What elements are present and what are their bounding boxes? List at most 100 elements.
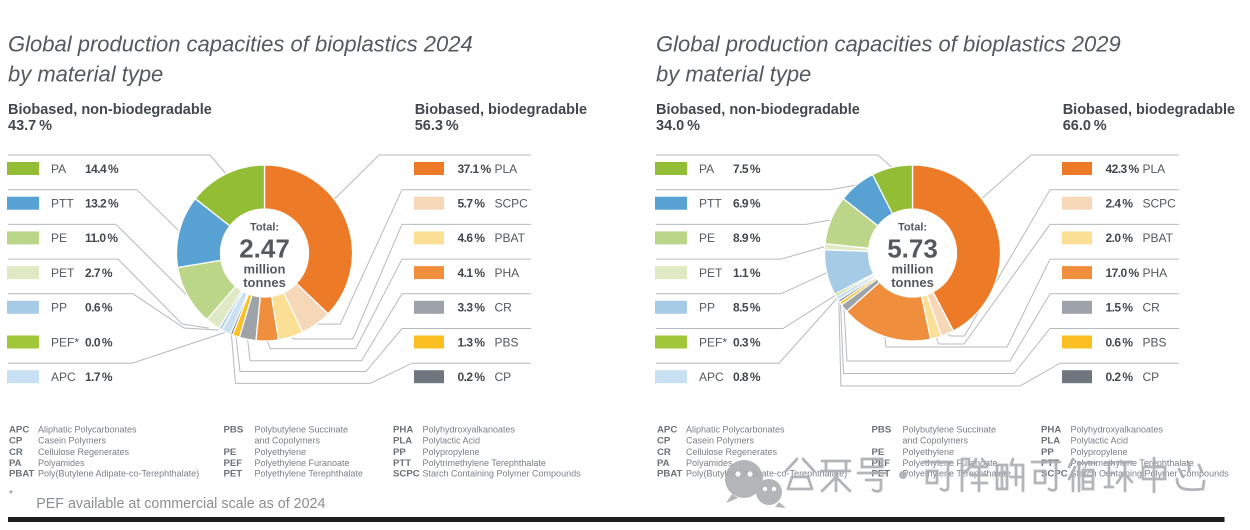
svg-text:2.0 %: 2.0 % [1106,231,1134,245]
svg-text:and Copolymers: and Copolymers [903,436,969,446]
svg-text:million: million [892,261,934,276]
svg-text:8.9 %: 8.9 % [733,231,761,245]
svg-text:1.7 %: 1.7 % [85,370,113,384]
svg-text:0.8 %: 0.8 % [733,370,761,384]
svg-text:CR: CR [495,301,513,315]
svg-text:PEF: PEF [224,458,243,469]
svg-text:Biobased, biodegradable: Biobased, biodegradable [1063,102,1235,118]
svg-text:34.0 %: 34.0 % [656,118,700,134]
svg-text:1.5 %: 1.5 % [1106,301,1134,315]
svg-text:APC: APC [51,370,76,384]
svg-text:PHA: PHA [495,266,520,280]
svg-text:Polypropylene: Polypropylene [1071,447,1128,457]
svg-text:17.0 %: 17.0 % [1106,266,1140,280]
svg-text:14.4 %: 14.4 % [85,162,119,176]
svg-text:PP: PP [699,301,715,315]
svg-text:2.4 %: 2.4 % [1106,197,1134,211]
svg-text:PET: PET [699,266,723,280]
svg-text:PE: PE [224,447,237,458]
svg-text:PHA: PHA [393,425,413,436]
svg-text:5.7 %: 5.7 % [458,197,486,211]
svg-text:by material type: by material type [656,61,811,86]
svg-text:PBAT: PBAT [1143,231,1174,245]
svg-text:PEF available at commercial sc: PEF available at commercial scale as of … [36,496,325,512]
svg-text:PA: PA [51,162,66,176]
svg-text:Polypropylene: Polypropylene [423,447,480,457]
svg-text:Polyethylene Furanoate: Polyethylene Furanoate [255,458,350,468]
svg-text:Polybutylene Succinate: Polybutylene Succinate [903,425,997,435]
svg-text:PLA: PLA [1041,436,1060,447]
svg-text:66.0 %: 66.0 % [1063,118,1107,134]
svg-text:PEF*: PEF* [699,335,727,349]
svg-text:PBS: PBS [1143,335,1167,349]
svg-text:PBS: PBS [224,425,244,436]
svg-text:13.2 %: 13.2 % [85,197,119,211]
svg-text:CP: CP [495,370,512,384]
svg-text:SCPC: SCPC [495,197,529,211]
svg-text:PHA: PHA [1041,425,1061,436]
svg-text:3.3 %: 3.3 % [458,301,486,315]
svg-text:Polyethylene Terephthalate: Polyethylene Terephthalate [255,468,363,478]
svg-text:PA: PA [699,162,714,176]
svg-text:56.3 %: 56.3 % [415,118,459,134]
svg-text:Polyhydroxyalkanoates: Polyhydroxyalkanoates [423,425,516,435]
svg-text:PET: PET [224,468,243,479]
svg-text:Casein Polymers: Casein Polymers [686,436,755,446]
svg-text:PE: PE [699,231,715,245]
svg-text:PLA: PLA [495,162,518,176]
svg-text:4.1 %: 4.1 % [458,266,486,280]
svg-text:CR: CR [657,447,671,458]
svg-text:PE: PE [51,231,67,245]
svg-text:APC: APC [699,370,724,384]
svg-text:PEF*: PEF* [51,335,79,349]
svg-text:PBS: PBS [495,335,519,349]
svg-text:PTT: PTT [699,197,722,211]
svg-text:2.47: 2.47 [239,234,290,264]
svg-text:PET: PET [51,266,75,280]
svg-text:Polytrimethylene Terephthalate: Polytrimethylene Terephthalate [423,458,546,468]
svg-text:1.3 %: 1.3 % [458,335,486,349]
svg-text:CP: CP [1143,370,1160,384]
svg-text:Biobased, non-biodegradable: Biobased, non-biodegradable [8,102,212,118]
svg-text:PBAT: PBAT [9,468,35,479]
svg-text:PBAT: PBAT [495,231,526,245]
svg-text:PBAT: PBAT [657,468,683,479]
svg-text:PA: PA [657,458,670,469]
svg-text:Polyethylene Terephthalate: Polyethylene Terephthalate [903,468,1011,478]
svg-text:SCPC: SCPC [393,468,420,479]
svg-text:Polyamides: Polyamides [686,458,733,468]
svg-text:Biobased, non-biodegradable: Biobased, non-biodegradable [656,102,860,118]
svg-text:PHA: PHA [1143,266,1168,280]
svg-text:PLA: PLA [1143,162,1166,176]
svg-text:6.9 %: 6.9 % [733,197,761,211]
svg-text:0.2 %: 0.2 % [458,370,486,384]
svg-text:PA: PA [9,458,22,469]
svg-text:Polyethylene: Polyethylene [255,447,307,457]
svg-text:Global production capacities o: Global production capacities of bioplast… [656,32,1121,57]
svg-text:PE: PE [872,447,885,458]
svg-text:CP: CP [9,436,23,447]
svg-text:Global production capacities o: Global production capacities of bioplast… [8,32,473,57]
svg-text:tonnes: tonnes [891,275,934,290]
svg-text:Polyamides: Polyamides [38,458,85,468]
svg-text:Starch Containing Polymer Comp: Starch Containing Polymer Compounds [423,468,582,478]
svg-text:Polybutylene Succinate: Polybutylene Succinate [255,425,349,435]
svg-text:Aliphatic Polycarbonates: Aliphatic Polycarbonates [38,425,137,435]
svg-text:Polylactic Acid: Polylactic Acid [423,436,481,446]
svg-text:Casein Polymers: Casein Polymers [38,436,107,446]
svg-text:2.7 %: 2.7 % [85,266,113,280]
svg-text:Biobased, biodegradable: Biobased, biodegradable [415,102,587,118]
svg-text:Poly(Butylene Adipate-co-Terep: Poly(Butylene Adipate-co-Terephthalate) [38,468,199,478]
svg-text:Polyhydroxyalkanoates: Polyhydroxyalkanoates [1071,425,1164,435]
svg-text:PP: PP [51,301,67,315]
svg-text:Total:: Total: [898,221,927,233]
svg-text:Cellulose Regenerates: Cellulose Regenerates [38,447,130,457]
svg-text:PTT: PTT [51,197,74,211]
svg-text:0.6 %: 0.6 % [1106,335,1134,349]
svg-text:1.1 %: 1.1 % [733,266,761,280]
svg-text:Aliphatic Polycarbonates: Aliphatic Polycarbonates [686,425,785,435]
svg-text:5.73: 5.73 [887,234,938,264]
svg-text:PP: PP [393,447,406,458]
svg-text:CR: CR [9,447,23,458]
svg-text:Total:: Total: [250,221,279,233]
